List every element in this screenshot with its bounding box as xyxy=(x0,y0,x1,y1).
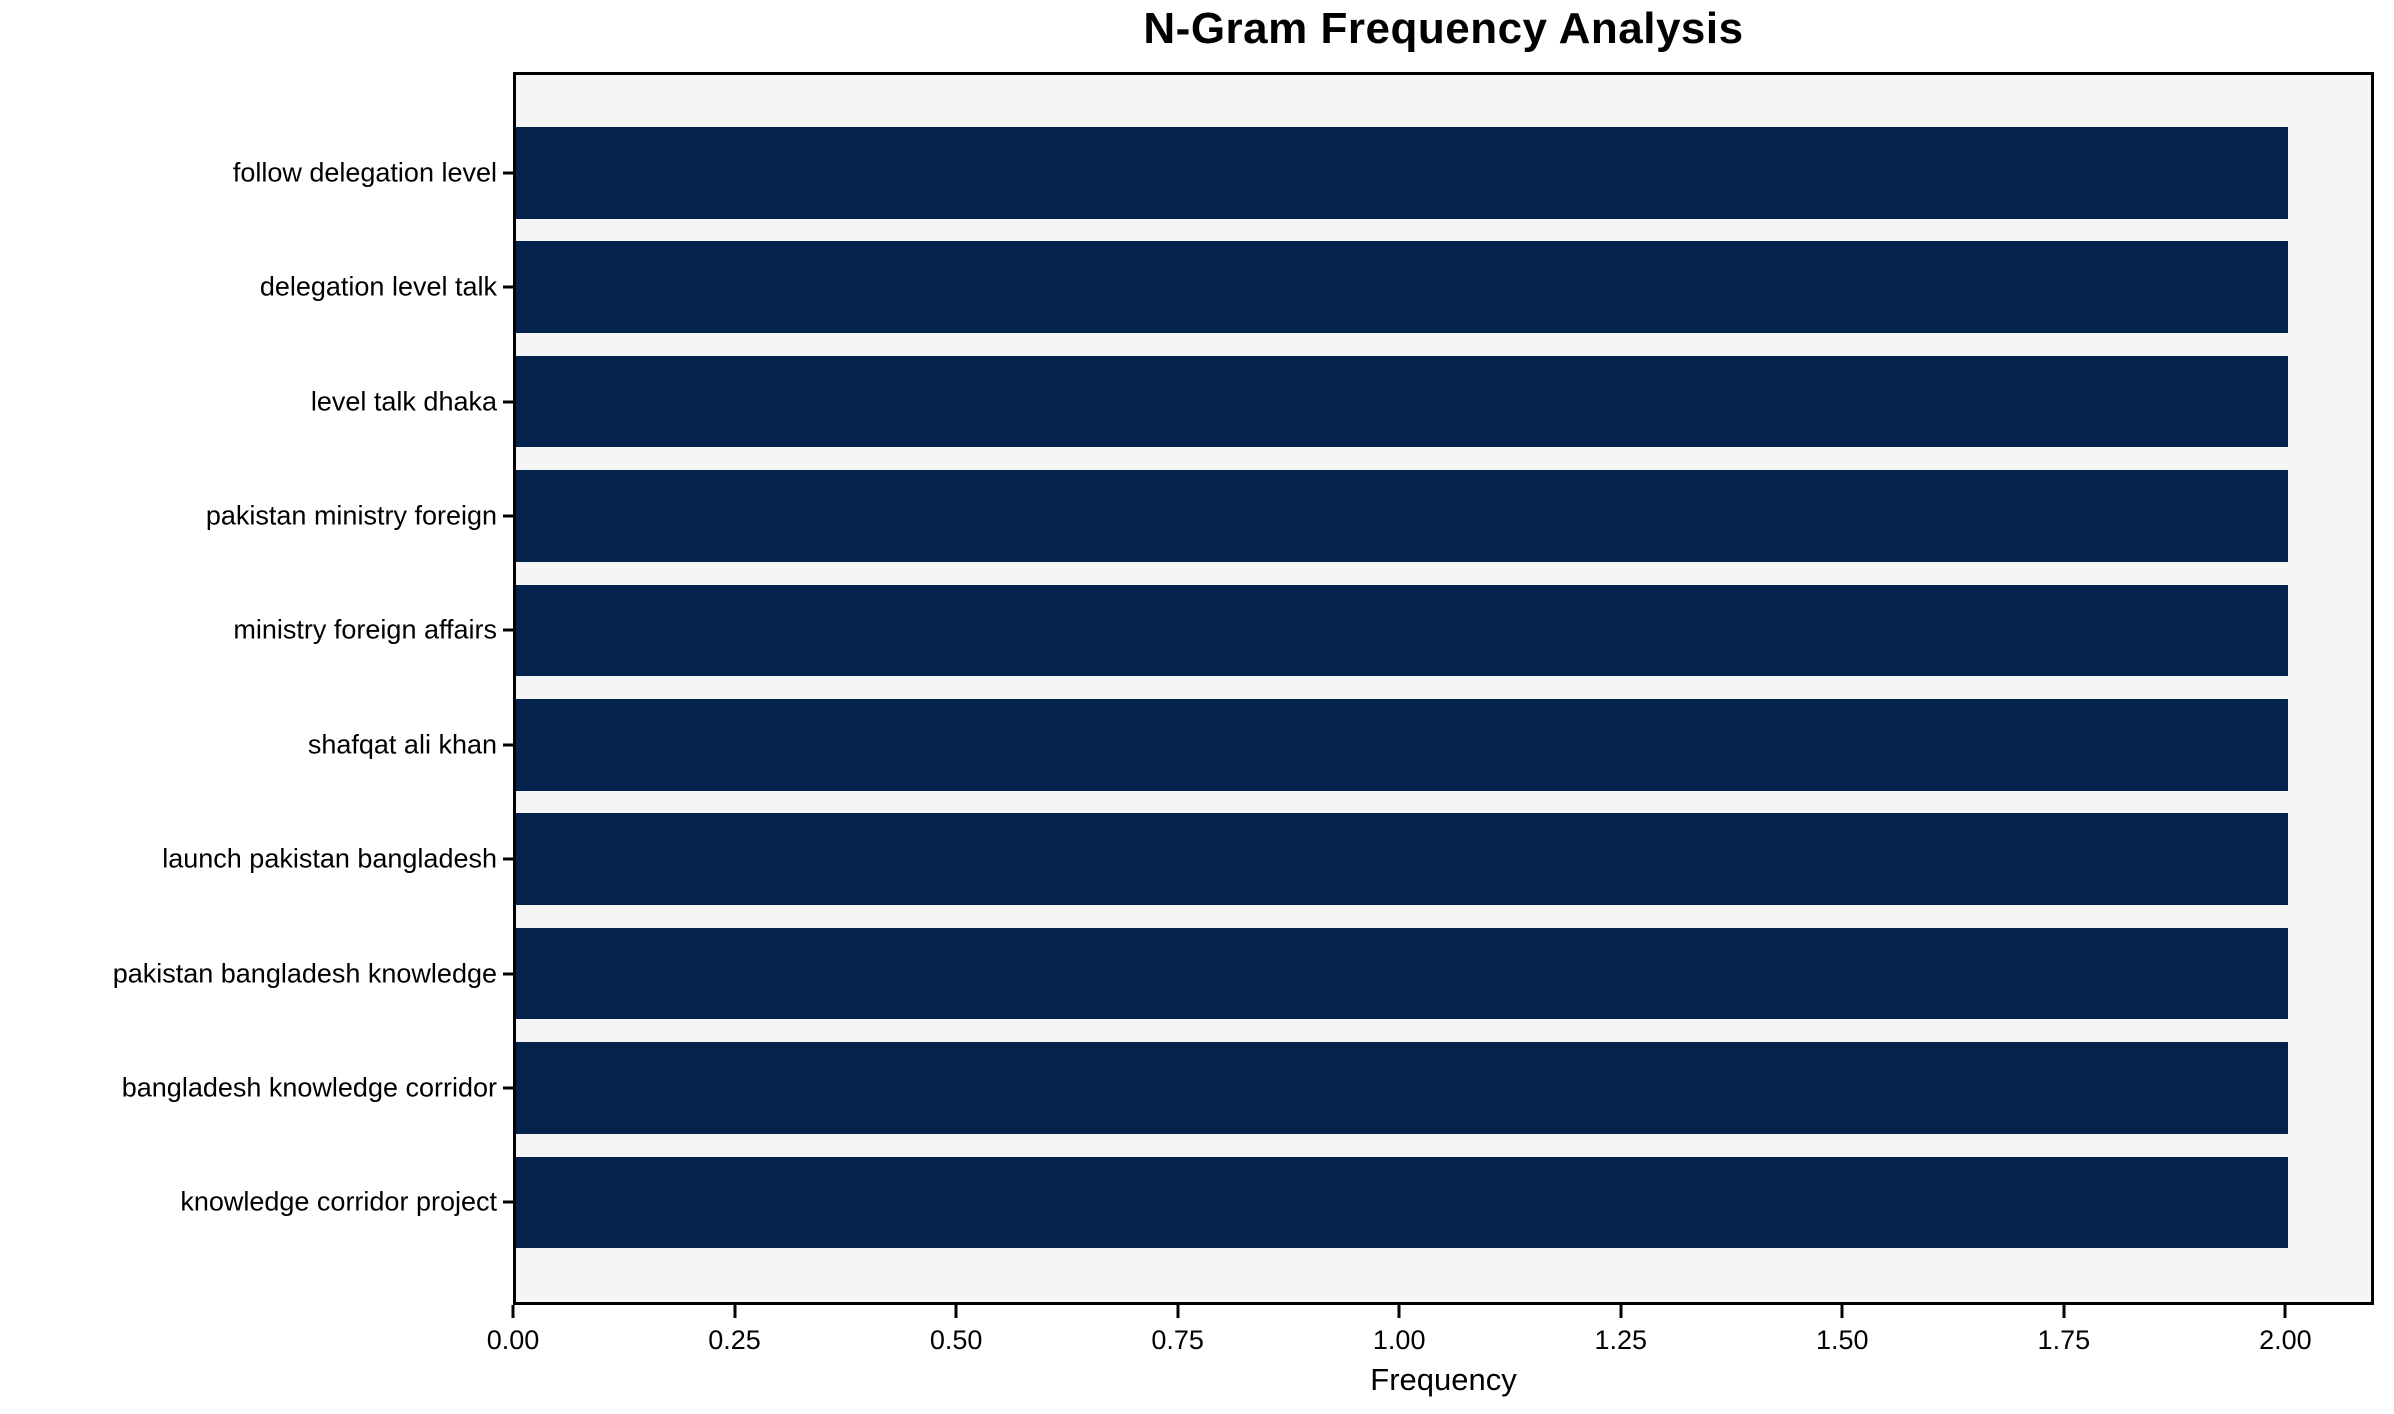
x-tick-label-3: 0.75 xyxy=(1151,1325,1204,1355)
y-tick-label-8: bangladesh knowledge corridor xyxy=(121,1072,497,1103)
x-axis-label: Frequency xyxy=(1370,1362,1517,1397)
y-tick-mark-5 xyxy=(503,743,513,747)
bar-5 xyxy=(516,699,2289,791)
x-tick-label-0: 0.00 xyxy=(486,1325,540,1355)
y-tick-mark-9 xyxy=(503,1200,513,1204)
x-tick-label-1: 0.25 xyxy=(708,1325,761,1355)
y-tick-label-6: launch pakistan bangladesh xyxy=(162,843,497,874)
x-tick-mark-0 xyxy=(511,1305,515,1318)
x-tick-mark-6 xyxy=(1840,1305,1844,1318)
bar-2 xyxy=(516,355,2289,448)
x-tick-label-2: 0.50 xyxy=(929,1325,983,1355)
bar-8 xyxy=(516,1042,2289,1134)
x-tick-label-6: 1.50 xyxy=(1816,1325,1869,1355)
y-tick-mark-7 xyxy=(503,972,513,976)
bar-3 xyxy=(516,470,2289,562)
x-tick-label-4: 1.00 xyxy=(1372,1325,1426,1355)
y-tick-mark-8 xyxy=(503,1086,513,1090)
x-tick-mark-4 xyxy=(1397,1305,1401,1318)
x-tick-mark-7 xyxy=(2062,1305,2066,1318)
y-tick-label-5: shafqat ali khan xyxy=(307,729,497,760)
chart-title: N-Gram Frequency Analysis xyxy=(1143,4,1744,53)
bar-0 xyxy=(516,127,2289,219)
y-tick-mark-6 xyxy=(503,857,513,861)
y-tick-mark-3 xyxy=(503,514,513,518)
x-tick-mark-1 xyxy=(733,1305,737,1318)
x-tick-mark-3 xyxy=(1176,1305,1180,1318)
bar-4 xyxy=(516,584,2289,677)
x-tick-label-8: 2.00 xyxy=(2259,1325,2312,1355)
x-tick-label-5: 1.25 xyxy=(1594,1325,1648,1355)
y-tick-mark-1 xyxy=(503,285,513,289)
y-tick-mark-4 xyxy=(503,628,513,632)
y-tick-mark-0 xyxy=(503,171,513,175)
y-tick-label-4: ministry foreign affairs xyxy=(233,614,497,645)
y-tick-mark-2 xyxy=(503,400,513,404)
plot-area xyxy=(513,72,2374,1305)
x-tick-label-7: 1.75 xyxy=(2037,1325,2091,1355)
y-tick-label-3: pakistan ministry foreign xyxy=(205,500,497,531)
y-tick-label-0: follow delegation level xyxy=(232,157,497,188)
bar-7 xyxy=(516,927,2289,1020)
bar-9 xyxy=(516,1156,2289,1249)
y-tick-label-7: pakistan bangladesh knowledge xyxy=(112,958,497,989)
x-tick-mark-2 xyxy=(954,1305,958,1318)
bar-6 xyxy=(516,813,2289,905)
x-tick-mark-5 xyxy=(1619,1305,1623,1318)
y-tick-label-1: delegation level talk xyxy=(259,271,497,302)
y-tick-label-2: level talk dhaka xyxy=(310,386,497,417)
y-tick-label-9: knowledge corridor project xyxy=(180,1186,497,1217)
x-tick-mark-8 xyxy=(2283,1305,2287,1318)
bar-1 xyxy=(516,241,2289,333)
